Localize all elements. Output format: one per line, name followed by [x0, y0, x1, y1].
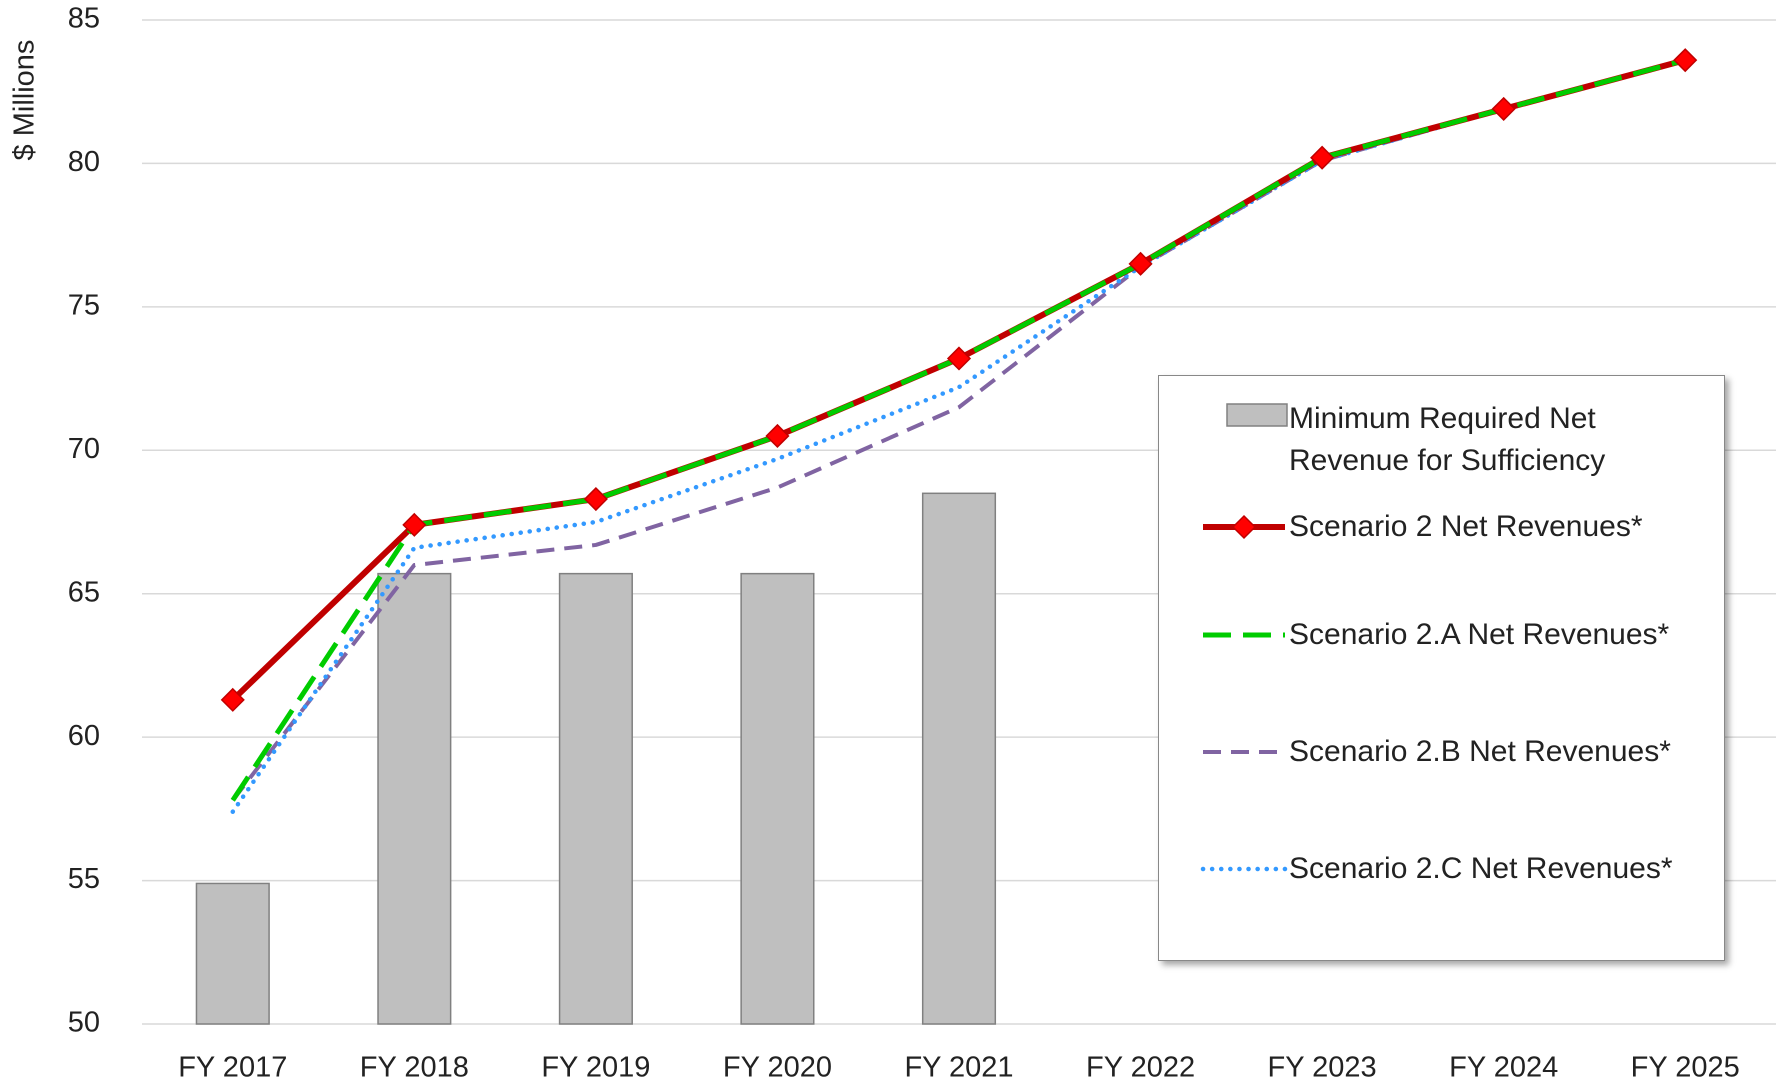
x-tick-label: FY 2024	[1449, 1052, 1558, 1084]
bar	[558, 572, 633, 1025]
marker	[583, 486, 608, 512]
marker	[220, 687, 245, 712]
legend-bar-swatch	[1226, 403, 1288, 427]
bar	[195, 882, 270, 1025]
y-tick-label: 55	[68, 863, 100, 895]
marker	[765, 423, 790, 449]
bar	[740, 572, 815, 1025]
legend-label: Scenario 2 Net Revenues*	[1289, 510, 1643, 543]
bar	[921, 492, 997, 1025]
x-tick-label: FY 2019	[541, 1052, 650, 1084]
legend-swatch	[1203, 514, 1285, 540]
legend-swatch	[1200, 866, 1288, 872]
y-tick-label: 60	[68, 720, 100, 752]
legend-swatch	[1203, 632, 1285, 638]
x-tick-label: FY 2022	[1086, 1052, 1195, 1084]
y-tick-label: 50	[68, 1007, 100, 1039]
y-tick-label: 80	[68, 146, 100, 178]
legend-marker	[1231, 514, 1257, 540]
legend-label: Scenario 2.C Net Revenues*	[1289, 852, 1673, 885]
legend-label: Scenario 2.B Net Revenues*	[1289, 735, 1671, 768]
y-axis-label: $ Millions	[9, 40, 41, 161]
legend: Minimum Required Net Revenue for Suffici…	[1158, 375, 1725, 961]
legend-swatch	[1203, 750, 1285, 754]
legend-label: Scenario 2.A Net Revenues*	[1289, 618, 1670, 651]
marker	[1128, 251, 1153, 276]
marker	[1310, 145, 1335, 170]
x-tick-label: FY 2018	[360, 1052, 469, 1084]
x-tick-label: FY 2025	[1631, 1052, 1740, 1084]
x-tick-label: FY 2017	[178, 1052, 287, 1084]
marker	[1673, 48, 1698, 73]
marker	[402, 512, 427, 537]
legend-swatch	[1226, 403, 1288, 427]
y-tick-label: 85	[68, 3, 100, 35]
x-tick-label: FY 2023	[1268, 1052, 1377, 1084]
y-tick-label: 70	[68, 433, 100, 465]
marker	[1491, 96, 1516, 121]
x-tick-label: FY 2020	[723, 1052, 832, 1084]
legend-label: Minimum Required Net Revenue for Suffici…	[1289, 402, 1606, 477]
y-tick-label: 65	[68, 576, 100, 608]
x-tick-label: FY 2021	[904, 1052, 1013, 1084]
y-tick-label: 75	[68, 290, 100, 322]
bar	[377, 572, 452, 1025]
marker	[946, 346, 972, 371]
